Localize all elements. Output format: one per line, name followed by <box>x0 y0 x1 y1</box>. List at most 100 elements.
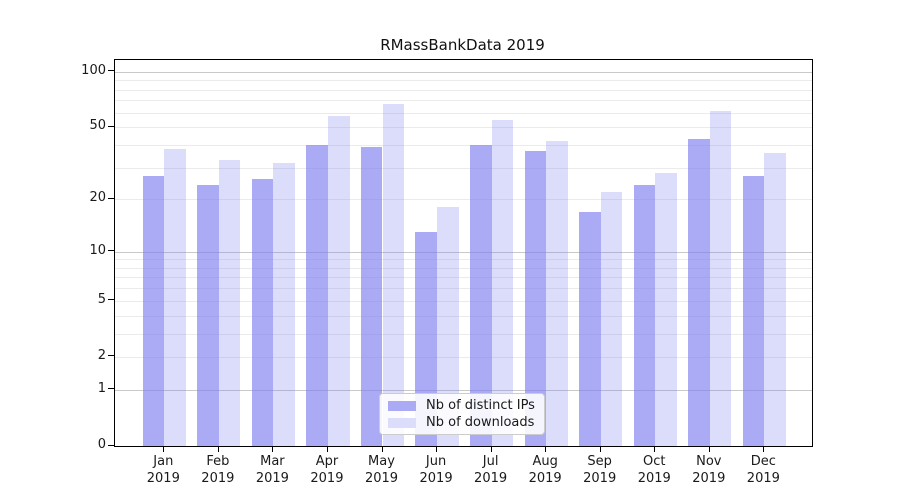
bar-downloads <box>709 111 732 446</box>
y-tick-mark <box>108 444 114 446</box>
bar-distinct-ips <box>688 139 710 446</box>
legend: Nb of distinct IPs Nb of downloads <box>379 393 545 435</box>
x-tick-month: Apr <box>315 454 339 469</box>
x-tick-month: Jun <box>425 454 447 469</box>
legend-label-downloads: Nb of downloads <box>426 415 535 430</box>
bar-downloads <box>382 104 405 446</box>
y-tick-mark <box>108 70 114 72</box>
minor-gridline <box>115 199 812 201</box>
bar-downloads <box>655 173 677 446</box>
bar-downloads <box>546 141 568 446</box>
y-tick-label: 50 <box>89 118 106 134</box>
x-tick-year: 2019 <box>201 471 235 486</box>
legend-item-downloads: Nb of downloads <box>388 415 536 430</box>
y-tick-mark <box>108 388 114 390</box>
x-tick-year: 2019 <box>583 471 617 486</box>
chart-title: RMassBankData 2019 <box>380 36 545 54</box>
minor-gridline <box>115 277 812 279</box>
minor-gridline <box>115 80 812 82</box>
bar-downloads <box>164 149 186 446</box>
x-tick-year: 2019 <box>637 471 671 486</box>
bar-distinct-ips <box>306 145 328 446</box>
major-gridline <box>115 389 812 391</box>
bar-downloads <box>327 115 350 446</box>
bar-distinct-ips <box>742 175 765 446</box>
x-tick-label: May 2019 <box>347 453 417 487</box>
bar-distinct-ips <box>360 147 383 446</box>
y-tick-label: 20 <box>89 190 106 206</box>
minor-gridline <box>115 259 812 261</box>
x-tick-mark <box>381 446 383 452</box>
x-tick-year: 2019 <box>146 471 180 486</box>
x-tick-mark <box>654 446 656 452</box>
y-tick-mark <box>108 355 114 357</box>
major-gridline <box>115 71 812 73</box>
x-tick-label: Jun 2019 <box>401 453 471 487</box>
x-tick-year: 2019 <box>528 471 562 486</box>
x-tick-mark <box>490 446 492 452</box>
legend-label-distinct-ips: Nb of distinct IPs <box>426 398 535 413</box>
x-tick-mark <box>545 446 547 452</box>
y-tick-label: 5 <box>97 291 106 307</box>
x-tick-label: Feb 2019 <box>183 453 253 487</box>
x-tick-year: 2019 <box>310 471 344 486</box>
x-tick-mark <box>163 446 165 452</box>
minor-gridline <box>115 315 812 317</box>
x-tick-month: Jul <box>482 454 499 469</box>
minor-gridline <box>115 288 812 290</box>
bar-downloads <box>437 207 459 446</box>
bar-distinct-ips <box>470 145 492 446</box>
x-tick-month: Feb <box>206 454 230 469</box>
minor-gridline <box>115 100 812 102</box>
x-tick-label: Jan 2019 <box>128 453 198 487</box>
x-tick-year: 2019 <box>364 471 399 486</box>
y-tick-label: 100 <box>81 62 106 78</box>
legend-item-distinct-ips: Nb of distinct IPs <box>388 398 536 413</box>
minor-gridline <box>115 112 812 114</box>
x-tick-year: 2019 <box>746 471 780 486</box>
plot-area <box>114 59 813 447</box>
y-tick-mark <box>108 250 114 252</box>
y-tick-label: 1 <box>97 380 106 396</box>
x-tick-label: Apr 2019 <box>292 453 362 487</box>
y-tick-label: 0 <box>97 437 106 452</box>
x-tick-month: Dec <box>750 454 776 469</box>
minor-gridline <box>115 89 812 91</box>
minor-gridline <box>115 167 812 169</box>
minor-gridline <box>115 333 812 335</box>
bar-distinct-ips <box>524 151 547 446</box>
x-tick-label: Oct 2019 <box>619 453 689 487</box>
minor-gridline <box>115 300 812 302</box>
bar-distinct-ips <box>197 185 219 446</box>
x-tick-month: Sep <box>587 454 612 469</box>
x-tick-mark <box>326 446 328 452</box>
x-tick-month: Nov <box>696 454 722 469</box>
x-tick-label: Mar 2019 <box>237 453 307 487</box>
bar-downloads <box>218 160 241 446</box>
x-tick-year: 2019 <box>255 471 289 486</box>
x-tick-year: 2019 <box>474 471 508 486</box>
x-tick-month: Aug <box>532 454 558 469</box>
bar-distinct-ips <box>633 185 656 446</box>
legend-swatch-distinct-ips <box>388 400 416 411</box>
bar-downloads <box>600 191 623 446</box>
x-tick-mark <box>763 446 765 452</box>
y-tick-mark <box>108 299 114 301</box>
bar-distinct-ips <box>251 178 274 446</box>
bar-downloads <box>764 153 786 446</box>
y-tick-mark <box>108 125 114 127</box>
x-tick-label: Aug 2019 <box>510 453 580 487</box>
bar-distinct-ips <box>579 211 601 446</box>
bar-downloads <box>273 162 295 446</box>
x-tick-year: 2019 <box>692 471 726 486</box>
x-tick-month: Oct <box>643 454 666 469</box>
x-tick-mark <box>708 446 710 452</box>
minor-gridline <box>115 127 812 129</box>
x-tick-label: Dec 2019 <box>728 453 798 487</box>
legend-swatch-downloads <box>388 417 416 428</box>
minor-gridline <box>115 356 812 358</box>
bar-downloads <box>491 119 514 446</box>
x-tick-label: Sep 2019 <box>565 453 635 487</box>
bar-distinct-ips <box>142 175 165 446</box>
